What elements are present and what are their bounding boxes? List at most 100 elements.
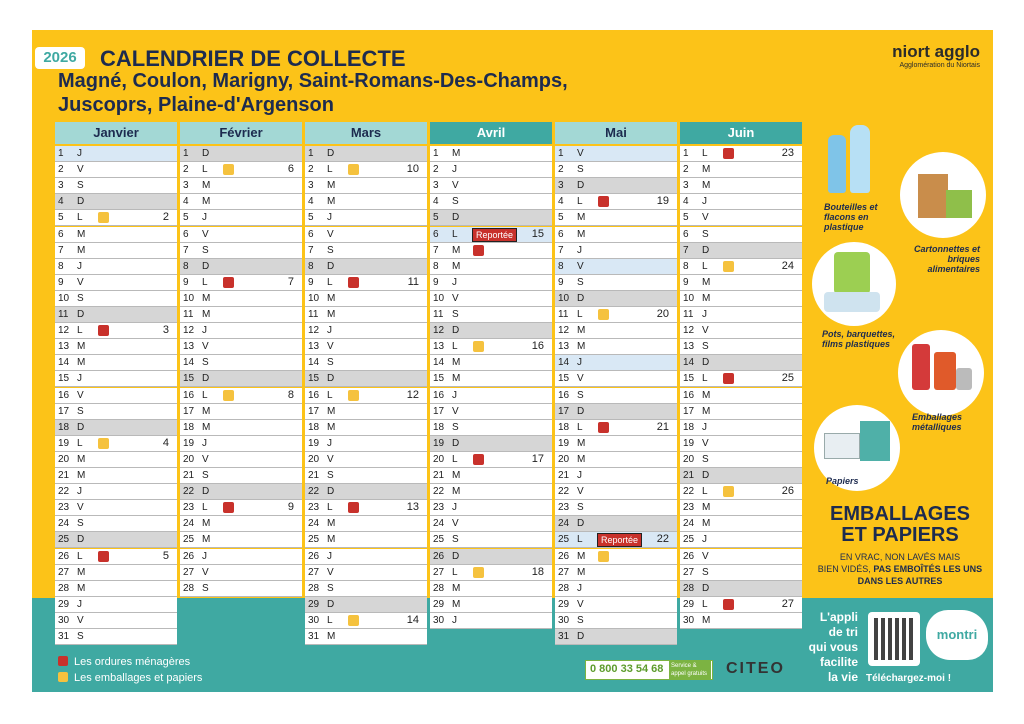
day-letter: M: [327, 534, 336, 546]
day-row: 23 L 9: [180, 500, 302, 517]
day-number: 17: [58, 405, 70, 417]
day-row: 16 V: [55, 387, 177, 404]
pots-icon: [812, 242, 896, 326]
week-number: 23: [781, 147, 794, 159]
day-row: 18 L 21: [555, 419, 677, 436]
day-number: 2: [683, 164, 689, 176]
day-letter: S: [452, 534, 459, 546]
day-row: 27 V: [180, 564, 302, 581]
day-row: 17 M: [305, 403, 427, 420]
day-letter: M: [577, 453, 586, 465]
day-letter: D: [77, 534, 85, 546]
day-row: 24 V: [430, 516, 552, 533]
day-number: 15: [183, 373, 195, 385]
collection-marker: [98, 212, 109, 224]
day-number: 25: [558, 534, 570, 546]
app-cta[interactable]: Téléchargez-moi !: [866, 673, 952, 684]
day-row: 29 V: [555, 596, 677, 613]
day-number: 15: [558, 373, 570, 385]
day-letter: J: [702, 309, 707, 320]
day-row: 30 S: [555, 612, 677, 629]
day-row: 11 M: [180, 307, 302, 323]
day-letter: V: [702, 437, 709, 449]
day-number: 6: [58, 228, 64, 240]
day-row: 29 M: [430, 596, 552, 613]
collection-marker: [473, 244, 484, 256]
day-number: 26: [183, 550, 195, 562]
day-letter: M: [327, 180, 336, 192]
day-letter: V: [577, 148, 584, 159]
collection-marker: [348, 614, 359, 626]
day-letter: D: [452, 212, 460, 224]
day-number: 5: [58, 212, 64, 224]
day-letter: D: [702, 582, 710, 594]
app-brand[interactable]: montri: [926, 610, 988, 660]
day-row: 12 D: [430, 323, 552, 340]
day-number: 9: [308, 276, 314, 288]
day-row: 21 M: [55, 468, 177, 484]
day-number: 13: [433, 341, 445, 353]
day-row: 21 D: [680, 468, 802, 484]
day-row: 13 V: [305, 339, 427, 356]
day-row: 25 S: [430, 532, 552, 549]
day-number: 1: [433, 148, 439, 159]
day-number: 3: [183, 180, 189, 192]
day-number: 25: [308, 534, 320, 546]
day-row: 14 S: [180, 355, 302, 372]
day-letter: D: [327, 486, 335, 498]
day-letter: L: [77, 212, 83, 224]
month-header: Mars: [305, 122, 427, 144]
day-number: 19: [58, 437, 70, 449]
day-letter: S: [702, 228, 709, 240]
day-number: 23: [433, 502, 445, 514]
month-header: Avril: [430, 122, 552, 144]
day-row: 8 L 24: [680, 258, 802, 275]
day-number: 23: [558, 502, 570, 514]
day-letter: J: [202, 325, 207, 337]
day-letter: D: [702, 357, 710, 369]
day-row: 9 L 7: [180, 274, 302, 291]
day-number: 17: [308, 405, 320, 417]
day-number: 23: [58, 502, 70, 514]
day-number: 27: [683, 566, 695, 578]
day-row: 13 M: [55, 339, 177, 356]
day-number: 11: [433, 309, 444, 320]
day-number: 23: [683, 502, 695, 514]
day-row: 10 D: [555, 290, 677, 307]
day-number: 15: [433, 373, 445, 385]
day-number: 8: [183, 260, 189, 272]
week-number: 10: [406, 163, 419, 176]
day-letter: V: [327, 341, 334, 353]
day-number: 16: [683, 389, 695, 401]
day-letter: J: [327, 550, 332, 562]
day-letter: M: [202, 421, 211, 433]
day-row: 17 D: [555, 403, 677, 420]
day-number: 25: [683, 534, 695, 546]
collection-marker: [598, 550, 609, 562]
day-number: 18: [183, 421, 195, 433]
day-letter: J: [77, 373, 82, 385]
day-number: 4: [183, 196, 189, 208]
day-number: 5: [433, 212, 439, 224]
day-row: 28 D: [680, 580, 802, 597]
day-row: 21 J: [555, 468, 677, 484]
collection-marker: [598, 196, 609, 208]
day-number: 4: [308, 196, 314, 208]
day-number: 23: [308, 502, 320, 514]
day-row: 24 D: [555, 516, 677, 533]
day-number: 11: [308, 309, 319, 320]
day-letter: D: [202, 148, 210, 159]
day-letter: J: [77, 260, 82, 272]
day-letter: D: [327, 260, 335, 272]
